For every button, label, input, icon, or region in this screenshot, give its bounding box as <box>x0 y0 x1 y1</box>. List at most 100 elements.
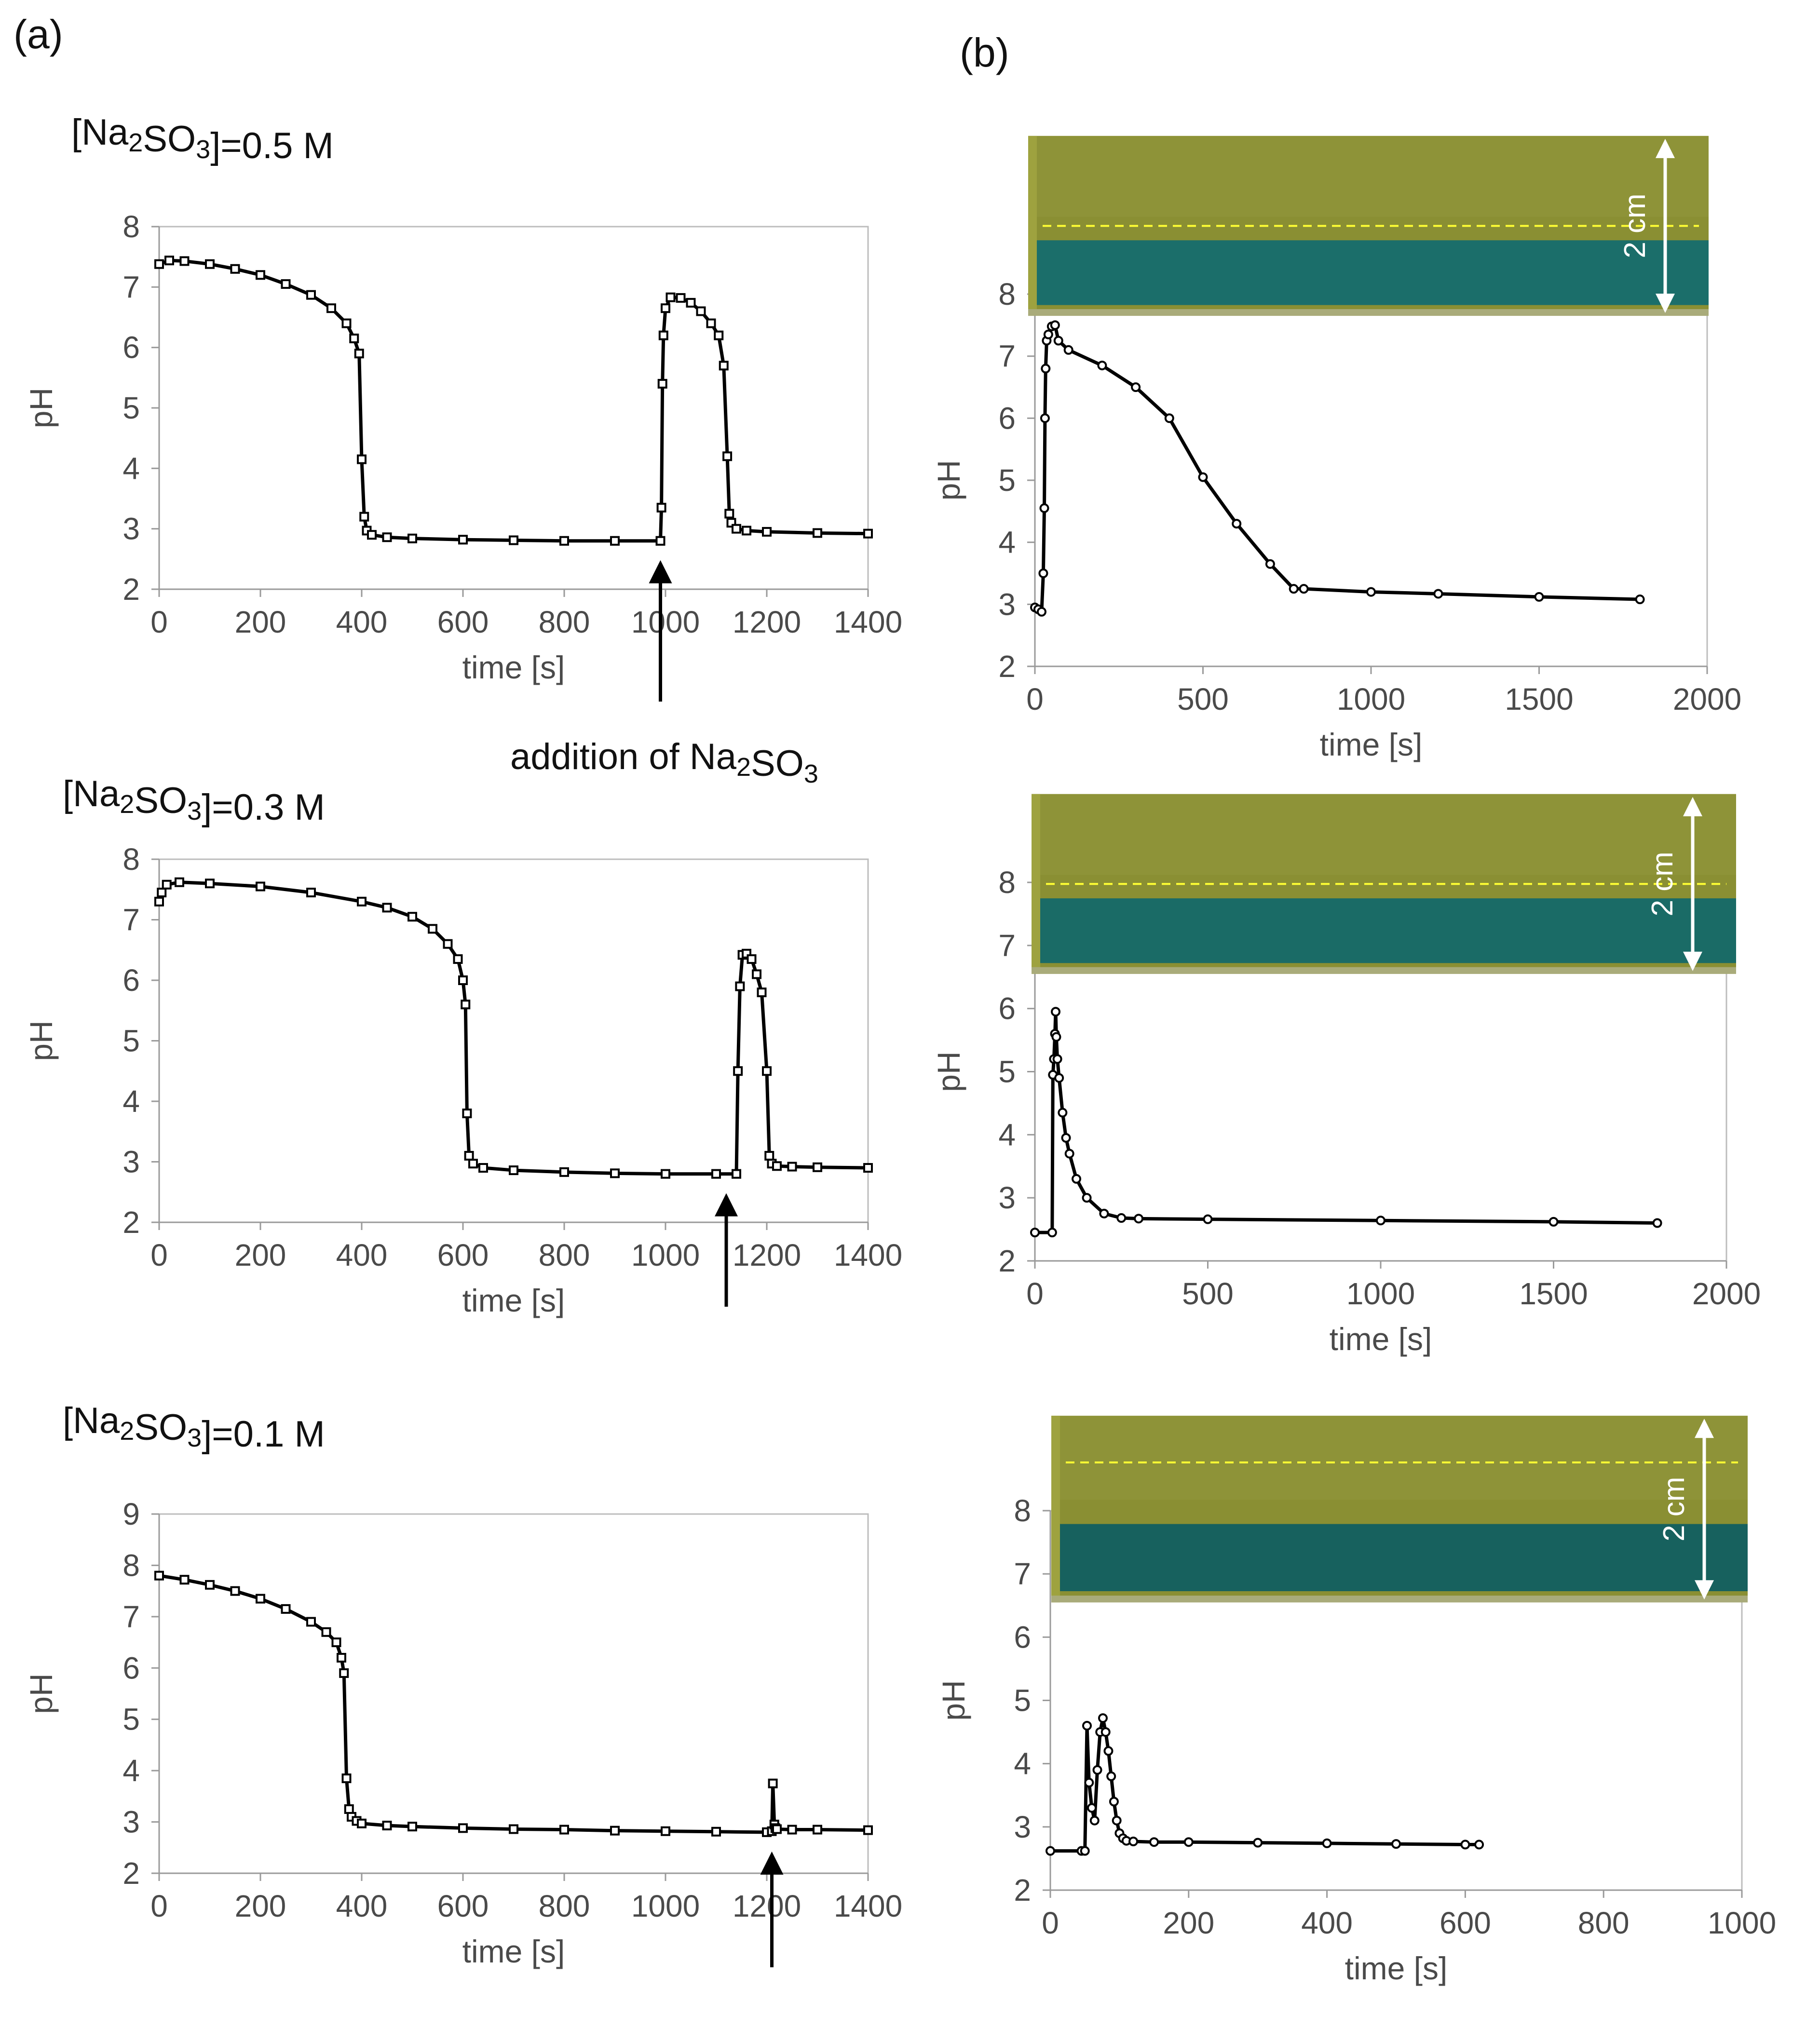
x-tick-label: 2000 <box>1673 682 1741 717</box>
y-tick-label: 4 <box>998 1117 1016 1152</box>
scale-arrowhead-top <box>1695 1419 1714 1438</box>
addition-arrowhead <box>760 1851 784 1875</box>
data-point <box>1116 1213 1127 1223</box>
x-tick-label: 1000 <box>631 1889 700 1923</box>
x-tick-label: 1200 <box>733 605 801 639</box>
x-tick-label: 0 <box>150 605 168 639</box>
data-point <box>306 290 316 300</box>
data-point <box>813 1825 822 1835</box>
data-point <box>1232 519 1242 529</box>
data-point <box>661 1169 670 1179</box>
data-point <box>772 1824 782 1834</box>
x-tick-label: 600 <box>437 605 489 639</box>
data-point <box>205 879 215 889</box>
data-point <box>1376 1216 1385 1226</box>
data-point <box>462 1109 472 1119</box>
data-point <box>339 1668 349 1678</box>
y-tick-label: 5 <box>998 463 1016 498</box>
scale-arrowhead-bottom <box>1683 951 1702 971</box>
data-point <box>321 1627 331 1637</box>
y-axis-label: pH <box>931 460 966 500</box>
data-point <box>813 1162 822 1172</box>
data-point <box>1036 607 1046 617</box>
y-tick-label: 4 <box>122 1753 140 1788</box>
plot-frame <box>158 1513 869 1874</box>
y-tick-label: 8 <box>998 865 1016 900</box>
data-point <box>1534 592 1544 602</box>
data-point <box>256 881 265 892</box>
data-point <box>509 1165 518 1176</box>
data-point <box>1652 1218 1662 1228</box>
data-point <box>1043 329 1053 339</box>
data-point <box>1299 584 1309 594</box>
data-point <box>154 259 164 269</box>
data-point <box>732 1169 741 1179</box>
data-point <box>1391 1839 1401 1849</box>
data-point <box>863 1163 873 1173</box>
y-tick-label: 3 <box>998 587 1016 622</box>
data-point <box>1322 1838 1332 1848</box>
scale-arrowhead-top <box>1656 138 1675 158</box>
panel-label-a: (a) <box>14 12 63 57</box>
x-axis-label: time [s] <box>1320 727 1423 762</box>
y-axis-label: pH <box>23 1020 59 1061</box>
data-series-line <box>1034 323 1640 614</box>
y-tick-label: 6 <box>998 991 1016 1026</box>
data-point <box>657 379 667 389</box>
data-point <box>407 1822 417 1832</box>
data-point <box>341 1773 352 1784</box>
data-point <box>154 896 164 906</box>
data-point <box>714 330 724 340</box>
data-point <box>1072 1174 1082 1184</box>
plot-frame <box>158 226 869 590</box>
panel-label-b: (b) <box>960 30 1009 75</box>
data-point <box>464 1150 474 1161</box>
data-point <box>382 903 392 913</box>
data-point <box>787 1825 797 1835</box>
data-point <box>354 349 364 359</box>
x-tick-label: 200 <box>235 1889 286 1923</box>
data-point <box>1080 1846 1090 1856</box>
scale-label: 2 cm <box>1618 193 1652 258</box>
x-tick-label: 0 <box>1026 682 1044 717</box>
y-tick-label: 8 <box>122 1548 140 1583</box>
data-point <box>468 1159 478 1169</box>
x-tick-label: 800 <box>1578 1906 1630 1940</box>
x-tick-label: 1000 <box>1337 682 1405 717</box>
y-tick-label: 6 <box>122 330 140 365</box>
data-point <box>658 330 668 340</box>
x-tick-label: 800 <box>539 605 590 639</box>
data-point <box>1183 1837 1194 1847</box>
y-tick-label: 5 <box>122 391 140 425</box>
data-point <box>559 1167 569 1177</box>
data-point <box>458 975 468 985</box>
data-point <box>757 987 767 998</box>
data-point <box>1054 1073 1064 1083</box>
data-point <box>706 318 716 328</box>
y-tick-label: 5 <box>1014 1683 1031 1718</box>
addition-annotation: addition of Na2SO3 <box>510 736 818 788</box>
data-point <box>1051 1032 1061 1042</box>
data-point <box>337 1653 346 1663</box>
y-tick-label: 2 <box>122 1856 140 1891</box>
chart-a2: 0 200 400 600 800 1000 1200 1400 2 3 4 5 6 7 8 time [s]… <box>23 842 902 1318</box>
data-point <box>230 264 240 274</box>
condition-label-a1: [Na2SO3]=0.5 M <box>71 112 334 166</box>
x-tick-label: 400 <box>336 1889 388 1923</box>
x-axis-label: time [s] <box>1345 1950 1448 1986</box>
y-tick-label: 3 <box>1014 1810 1031 1844</box>
y-tick-label: 2 <box>1014 1873 1031 1907</box>
y-axis-label: pH <box>931 1051 966 1092</box>
y-tick-label: 4 <box>122 451 140 486</box>
x-tick-label: 400 <box>336 605 388 639</box>
data-point <box>179 1575 190 1585</box>
data-point <box>478 1163 488 1173</box>
data-point <box>610 1826 620 1836</box>
data-series-line <box>158 258 869 543</box>
y-tick-label: 3 <box>122 1805 140 1840</box>
data-point <box>787 1162 797 1172</box>
y-tick-label: 8 <box>998 277 1016 311</box>
x-tick-label: 600 <box>437 1889 489 1923</box>
data-point <box>281 279 291 289</box>
data-point <box>742 526 751 536</box>
